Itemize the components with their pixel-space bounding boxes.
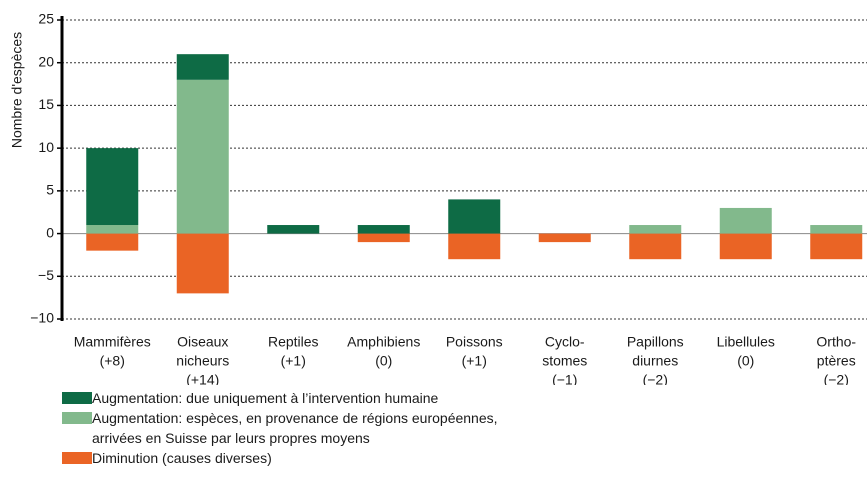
- x-tick-label: diurnes: [632, 353, 678, 369]
- bar-segment: [448, 199, 501, 234]
- bar-segment: [176, 79, 229, 234]
- x-tick-label: (−2): [824, 372, 849, 385]
- y-tick-label: 10: [38, 139, 54, 155]
- bar-segment: [629, 225, 682, 234]
- bar-segment: [267, 225, 320, 234]
- legend-swatch: [62, 412, 92, 424]
- bar-segment: [357, 225, 410, 234]
- x-tick-label: Reptiles: [268, 334, 319, 350]
- x-tick-label: Mammifères: [74, 334, 151, 350]
- y-tick-label: 20: [38, 53, 54, 69]
- chart: Nombre d'espèces −10 −5 0 5 10 15 20 25 Mammifèr…: [9, 11, 867, 388]
- x-tick-label: Oiseaux: [177, 334, 228, 350]
- bar-segment: [86, 225, 139, 234]
- legend-swatch: [62, 452, 92, 464]
- x-tick-label: Cyclo-: [545, 334, 585, 350]
- legend-item: Augmentation: espèces, en provenance de …: [62, 408, 502, 448]
- bar-segment: [629, 233, 682, 260]
- x-tick-label: (+8): [100, 353, 125, 369]
- x-tick-label: (0): [375, 353, 392, 369]
- x-tick-label: (+14): [186, 372, 219, 385]
- y-tick-label: 15: [38, 96, 54, 112]
- legend-label: Augmentation: espèces, en provenance de …: [92, 410, 498, 446]
- x-tick-label: ptères: [817, 353, 856, 369]
- x-tick-label: stomes: [542, 353, 587, 369]
- bar-segment: [176, 54, 229, 80]
- legend-item: Augmentation: due uniquement à l’interve…: [62, 388, 502, 408]
- y-tick-label: 5: [46, 182, 54, 198]
- y-tick-label: 25: [38, 11, 54, 27]
- x-tick-label: (+1): [281, 353, 306, 369]
- bar-segment: [86, 148, 139, 226]
- x-tick-label: (−1): [552, 372, 577, 385]
- bar-segment: [538, 233, 591, 243]
- legend-swatch: [62, 392, 92, 404]
- legend-label: Diminution (causes diverses): [92, 450, 272, 466]
- bar-segment: [719, 233, 772, 260]
- x-tick-label: (+1): [462, 353, 487, 369]
- bar-segment: [448, 233, 501, 260]
- y-tick-label: −5: [38, 267, 54, 283]
- bar-segment: [810, 233, 863, 260]
- legend: Augmentation: due uniquement à l’interve…: [62, 388, 502, 468]
- legend-label: Augmentation: due uniquement à l’interve…: [92, 390, 439, 406]
- bar-segment: [810, 225, 863, 234]
- bar-segment: [176, 233, 229, 294]
- x-tick-label: (0): [737, 353, 754, 369]
- x-tick-label: Poissons: [446, 334, 503, 350]
- legend-item: Diminution (causes diverses): [62, 448, 502, 468]
- x-tick-label: Ortho-: [816, 334, 856, 350]
- y-tick-label: 0: [46, 224, 54, 240]
- x-tick-label: nicheurs: [176, 353, 229, 369]
- x-tick-label: (−2): [643, 372, 668, 385]
- bar-segment: [719, 207, 772, 234]
- x-tick-label: Papillons: [627, 334, 684, 350]
- bar-segment: [357, 233, 410, 243]
- x-tick-label: Amphibiens: [347, 334, 420, 350]
- bar-segment: [86, 233, 139, 251]
- x-tick-label: Libellules: [717, 334, 775, 350]
- y-axis-label: Nombre d'espèces: [9, 32, 25, 148]
- y-tick-label: −10: [30, 310, 54, 326]
